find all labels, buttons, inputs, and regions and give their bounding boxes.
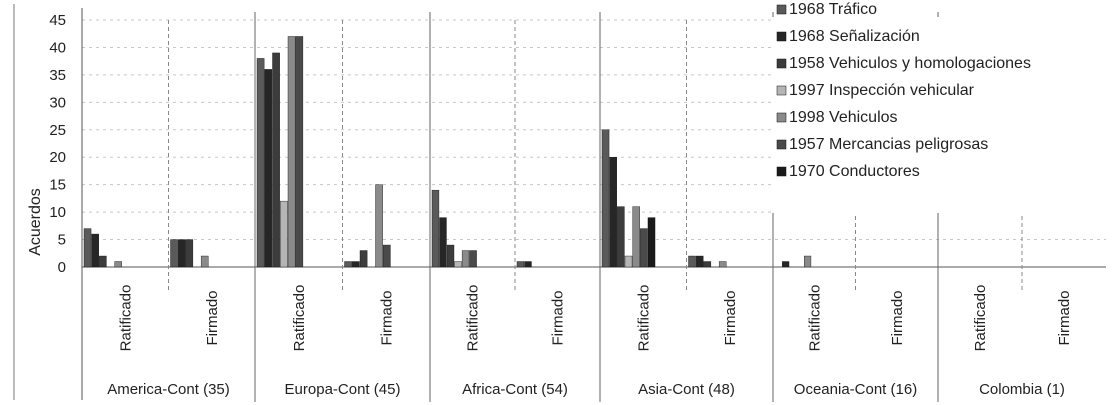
bar [344, 261, 352, 268]
y-axis-ticks: 0 5 10 15 20 25 30 35 40 45 [49, 12, 66, 276]
legend-swatch [776, 58, 787, 69]
x-group-label: Africa-Cont (54) [462, 381, 568, 398]
bar [454, 261, 462, 268]
legend-swatch [776, 112, 787, 123]
legend-box [772, 17, 1106, 213]
x-group-label: America-Cont (35) [107, 381, 230, 398]
bar [287, 36, 296, 268]
legend-swatch [776, 85, 787, 96]
x-subcategory-label: Ratificado [465, 285, 482, 352]
legend-swatch [776, 31, 787, 42]
bar [264, 69, 273, 268]
bar [352, 261, 360, 268]
bar [617, 206, 625, 268]
y-tick-label: 10 [49, 204, 66, 221]
legend: 1968 Tráfico 1968 Señalización 1958 Vehicu… [772, 1, 1106, 213]
legend-swatch [776, 4, 787, 15]
x-subcategory-label: Firmado [550, 290, 567, 345]
bar [375, 184, 383, 268]
bar [439, 217, 447, 268]
y-tick-label: 15 [49, 177, 66, 194]
bar [703, 261, 712, 268]
bar [170, 239, 178, 268]
legend-swatch [776, 139, 787, 150]
bar [295, 36, 304, 268]
bar [524, 261, 532, 268]
bar [718, 261, 727, 268]
bar [280, 200, 288, 268]
bar [461, 250, 470, 268]
x-subcategory-label: Ratificado [972, 285, 989, 352]
bar [446, 244, 455, 268]
bar [99, 255, 107, 268]
x-group-label: Europa-Cont (45) [285, 381, 401, 398]
bar [200, 255, 209, 268]
y-tick-label: 45 [49, 12, 66, 29]
y-tick-label: 30 [49, 94, 66, 111]
x-subcategory-label: Firmado [722, 290, 739, 345]
y-tick-label: 0 [58, 259, 66, 276]
legend-entry: 1968 Señalización [789, 28, 920, 45]
x-subcategory-label: Firmado [889, 290, 906, 345]
bar [688, 255, 696, 268]
legend-entry: 1998 Vehiculos [789, 109, 898, 126]
bar [647, 217, 656, 268]
legend-swatch [776, 166, 787, 177]
bar [272, 52, 280, 268]
x-subcategory-label: Ratificado [806, 285, 823, 352]
x-subcategory-label: Ratificado [117, 285, 134, 352]
bar [114, 261, 122, 268]
bar [624, 255, 633, 268]
y-tick-label: 40 [49, 39, 66, 56]
bar [632, 206, 640, 268]
bar [804, 255, 812, 268]
x-subcategory-label: Ratificado [635, 285, 652, 352]
y-axis-label: Acuerdos [27, 188, 44, 256]
legend-entry: 1997 Inspección vehicular [789, 82, 975, 99]
x-subcategory-label: Ratificado [291, 285, 308, 352]
x-subcategory-label: Firmado [1056, 290, 1073, 345]
x-group-label: Asia-Cont (48) [638, 381, 735, 398]
bar [185, 239, 194, 268]
x-subcategory-label: Firmado [378, 290, 395, 345]
gridlines [13, 4, 1106, 400]
bar [782, 261, 790, 268]
bar [177, 239, 186, 268]
x-group-label: Colombia (1) [979, 381, 1065, 398]
bar [640, 228, 648, 268]
legend-entry: 1968 Tráfico [789, 1, 877, 18]
bar [469, 250, 477, 268]
x-subcategory-label: Firmado [204, 290, 221, 345]
bar [91, 233, 99, 268]
y-tick-label: 20 [49, 149, 66, 166]
x-group-label: Oceania-Cont (16) [794, 381, 917, 398]
bar [383, 244, 391, 268]
legend-entry: 1970 Conductores [789, 163, 920, 180]
bar [609, 157, 617, 268]
x-axis-labels: Ratificado Firmado Ratificado Firmado Ratifi… [107, 285, 1073, 398]
bar [83, 228, 92, 268]
bar [516, 261, 525, 268]
legend-entry: 1957 Mercancias peligrosas [789, 136, 988, 153]
legend-entry: 1958 Vehiculos y homologaciones [789, 55, 1031, 72]
bar [601, 129, 610, 268]
y-tick-label: 25 [49, 122, 66, 139]
y-tick-label: 35 [49, 67, 66, 84]
bar [359, 250, 368, 268]
bar [695, 255, 704, 268]
bar [256, 58, 265, 268]
bar [431, 189, 440, 268]
bars [83, 36, 812, 268]
y-tick-label: 5 [58, 232, 66, 249]
